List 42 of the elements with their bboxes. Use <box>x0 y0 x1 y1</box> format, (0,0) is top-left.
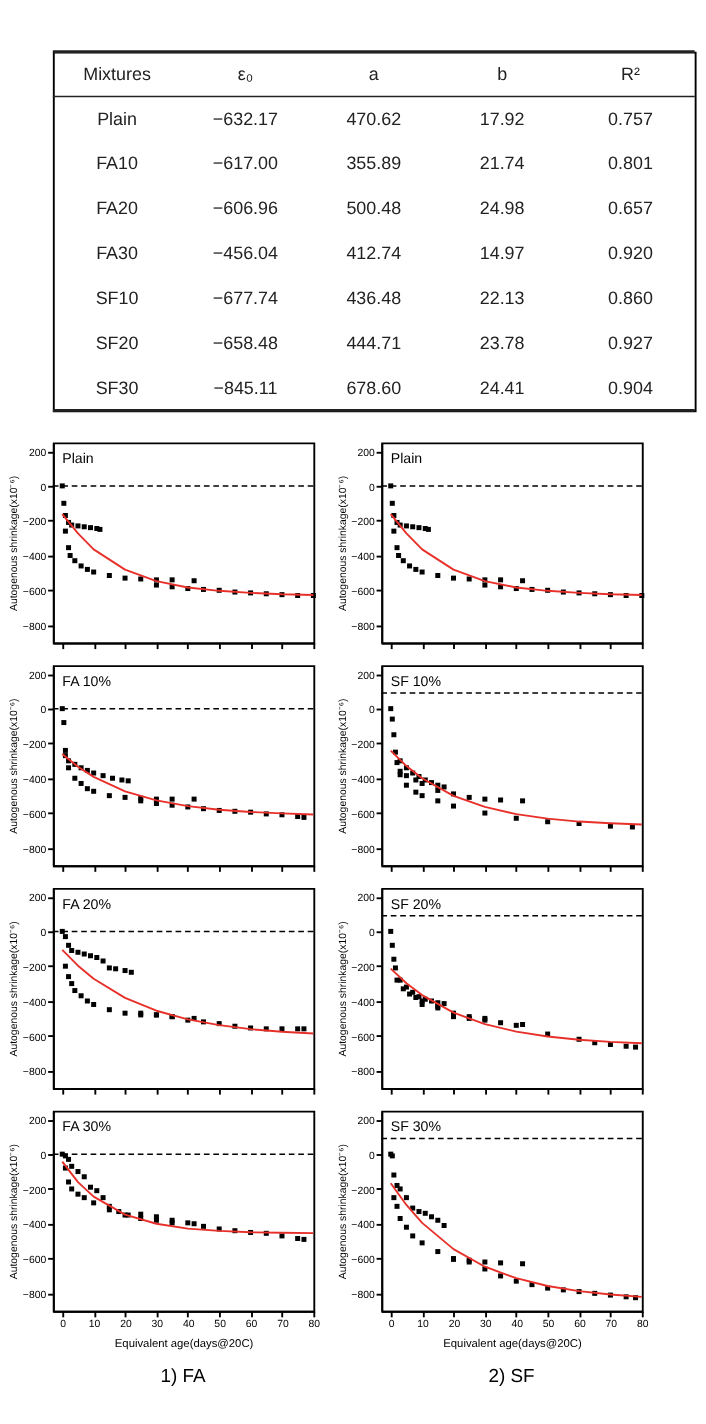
text: 0.801 <box>608 153 653 174</box>
text: 1) FA <box>160 1364 208 1387</box>
text: 0.860 <box>608 287 653 308</box>
text: 0.757 <box>608 108 653 129</box>
text: FA20 <box>96 198 138 219</box>
text: 24.41 <box>479 377 525 398</box>
text: ε₀ <box>237 63 254 84</box>
text: 17.92 <box>479 108 525 129</box>
text: −677.74 <box>212 287 279 308</box>
text: 0.920 <box>608 243 653 264</box>
text: Mixtures <box>83 63 152 84</box>
text: 21.74 <box>479 153 525 174</box>
text: SF10 <box>95 287 139 308</box>
text: 2) SF <box>488 1364 536 1387</box>
text: FA10 <box>96 153 138 174</box>
text: 355.89 <box>346 153 402 174</box>
text: b <box>497 63 508 84</box>
text: −845.11 <box>213 377 278 398</box>
text: −606.96 <box>212 198 279 219</box>
text: SF20 <box>95 332 139 353</box>
text: 500.48 <box>346 198 402 219</box>
text: −658.48 <box>212 332 279 353</box>
text: a <box>368 63 379 84</box>
text: 444.71 <box>346 332 402 353</box>
text: 678.60 <box>346 377 402 398</box>
text: 24.98 <box>479 198 525 219</box>
text: 0.657 <box>608 198 653 219</box>
text: 412.74 <box>346 243 402 264</box>
text: SF30 <box>95 377 139 398</box>
text: Plain <box>97 108 137 129</box>
text: −617.00 <box>212 153 279 174</box>
text: 22.13 <box>479 287 525 308</box>
text: −632.17 <box>212 108 279 129</box>
text: 23.78 <box>479 332 525 353</box>
text: 0.927 <box>608 332 653 353</box>
text: 436.48 <box>346 287 402 308</box>
text: 0.904 <box>608 377 653 398</box>
text: 470.62 <box>346 108 402 129</box>
text: FA30 <box>96 243 138 264</box>
text: R² <box>621 63 640 84</box>
text: −456.04 <box>212 243 279 264</box>
text: 14.97 <box>479 243 525 264</box>
